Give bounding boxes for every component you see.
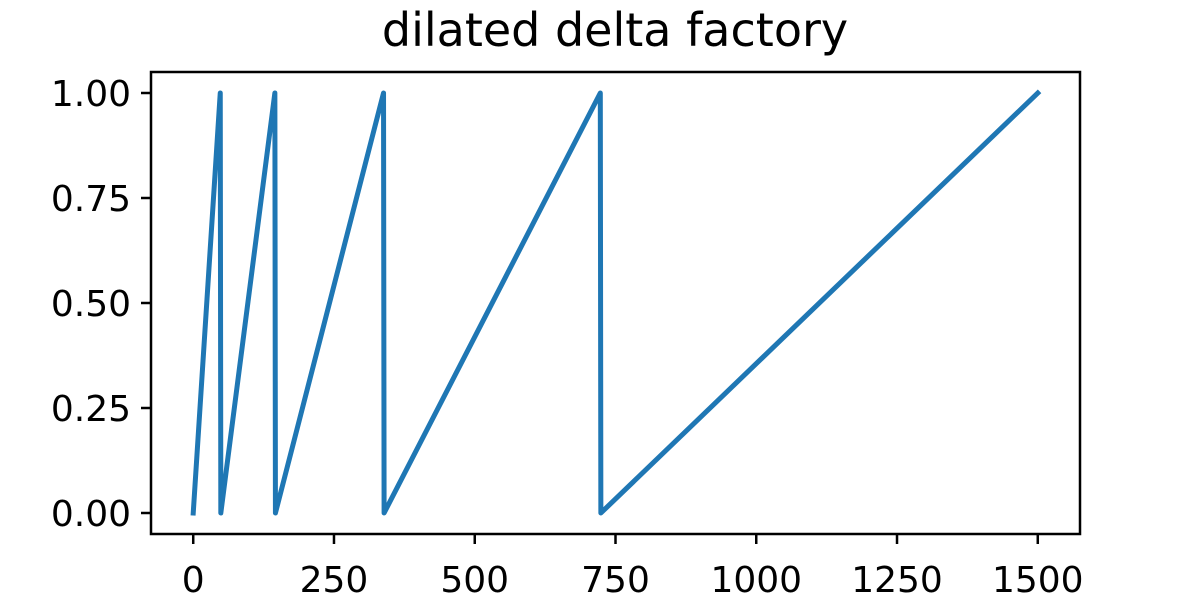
- x-tick-label: 750: [581, 560, 650, 600]
- y-tick-label: 1.00: [51, 74, 131, 115]
- x-tick-label: 250: [300, 560, 369, 600]
- x-tick-label: 0: [182, 560, 205, 600]
- x-tick-label: 1250: [851, 560, 943, 600]
- y-tick-label: 0.50: [51, 284, 131, 325]
- x-axis: 0 250 500 750 1000 1250 1500: [182, 534, 1084, 600]
- y-tick-label: 0.75: [51, 179, 131, 220]
- y-tick-label: 0.00: [51, 494, 131, 535]
- x-tick-label: 1500: [992, 560, 1084, 600]
- chart-title: dilated delta factory: [382, 3, 848, 57]
- x-tick-label: 500: [440, 560, 509, 600]
- series-line-0: [190, 89, 1042, 516]
- y-tick-label: 0.25: [51, 389, 131, 430]
- x-tick-label: 1000: [710, 560, 802, 600]
- plot-area: [190, 89, 1042, 516]
- y-axis: 0.00 0.25 0.50 0.75 1.00: [51, 74, 151, 535]
